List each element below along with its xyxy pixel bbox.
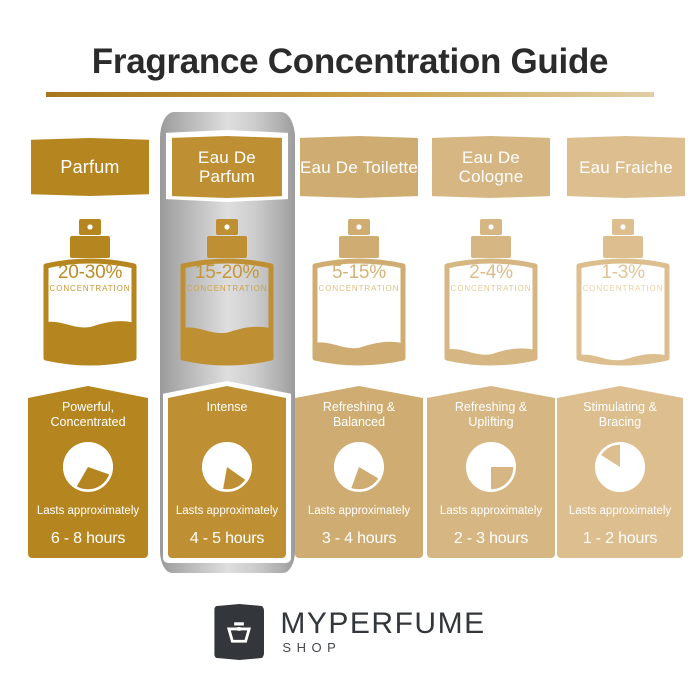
badge-label: Eau De Cologne [458, 148, 524, 186]
column-eau-de-parfum: Eau De Parfum 15-20% CONCENTRATION Intense L… [161, 0, 293, 700]
lasts-hours: 2 - 3 hours [453, 530, 529, 547]
card-title: Powerful, Concentrated [50, 400, 126, 429]
longevity-pie-chart [202, 442, 252, 492]
lasts-hours: 3 - 4 hours [321, 530, 397, 547]
badge-wrap: Eau De Parfum [161, 136, 293, 198]
column-eau-fraiche: Eau Fraiche 1-3% CONCENTRATION Stimulating … [557, 0, 689, 700]
lasts-label: Lasts approximately [439, 504, 543, 517]
category-badge[interactable]: Parfum [31, 138, 149, 196]
lasts-hours: 4 - 5 hours [189, 530, 265, 547]
badge-wrap: Parfum [30, 138, 150, 196]
lasts-label: Lasts approximately [175, 504, 279, 517]
category-badge[interactable]: Eau De Parfum [172, 136, 282, 198]
lasts-hours: 6 - 8 hours [50, 530, 126, 547]
brand-subtitle: SHOP [282, 640, 342, 655]
category-badge[interactable]: Eau De Cologne [432, 136, 550, 198]
card-title: Refreshing & Uplifting [454, 400, 528, 429]
badge-label: Eau De Parfum [198, 148, 256, 186]
logo-wordmark: MYPERFUME SHOP [280, 608, 485, 656]
badge-label: Parfum [60, 156, 120, 177]
lasts-label: Lasts approximately [307, 504, 411, 517]
longevity-pie-chart [595, 442, 645, 492]
badge-wrap: Eau De Cologne [425, 136, 557, 198]
footer-logo: MYPERFUME SHOP [0, 604, 700, 660]
bottle-graphic [303, 216, 415, 368]
bottle-graphic [34, 216, 146, 368]
badge-wrap: Eau Fraiche [560, 136, 692, 198]
badge-wrap: Eau De Toilette [293, 136, 425, 198]
card-title: Refreshing & Balanced [322, 400, 396, 429]
logo-mark [214, 604, 265, 660]
card-title: Stimulating & Bracing [583, 400, 657, 429]
detail-card[interactable]: Intense Lasts approximately 4 - 5 hours [168, 386, 286, 558]
lasts-hours: 1 - 2 hours [582, 530, 658, 547]
longevity-pie-chart [466, 442, 516, 492]
detail-card[interactable]: Powerful, Concentrated Lasts approximatel… [28, 386, 148, 558]
bottle-graphic [435, 216, 547, 368]
badge-label: Eau Fraiche [579, 157, 673, 177]
page-title: Fragrance Concentration Guide [91, 42, 609, 81]
perfume-basket-icon [227, 622, 252, 643]
card-title: Intense [206, 400, 248, 414]
longevity-pie-chart [334, 442, 384, 492]
bottle-graphic [171, 216, 283, 368]
category-badge[interactable]: Eau Fraiche [567, 136, 685, 198]
column-eau-de-toilette: Eau De Toilette 5-15% CONCENTRATION Refresh… [293, 0, 425, 700]
bottle-graphic [567, 216, 679, 368]
column-parfum: Parfum 20-30% CONCENTRATION Powerful, Conce… [24, 0, 156, 700]
detail-card[interactable]: Refreshing & Balanced Lasts approximately… [295, 386, 423, 558]
lasts-label: Lasts approximately [568, 504, 672, 517]
lasts-label: Lasts approximately [36, 504, 140, 517]
category-badge[interactable]: Eau De Toilette [300, 136, 418, 198]
badge-label: Eau De Toilette [300, 157, 418, 177]
detail-card[interactable]: Stimulating & Bracing Lasts approximately… [557, 386, 683, 558]
title-divider-rule [46, 92, 654, 97]
brand-name: MYPERFUME [280, 607, 486, 640]
column-eau-de-cologne: Eau De Cologne 2-4% CONCENTRATION Refreshin… [425, 0, 557, 700]
detail-card[interactable]: Refreshing & Uplifting Lasts approximatel… [427, 386, 555, 558]
longevity-pie-chart [63, 442, 113, 492]
